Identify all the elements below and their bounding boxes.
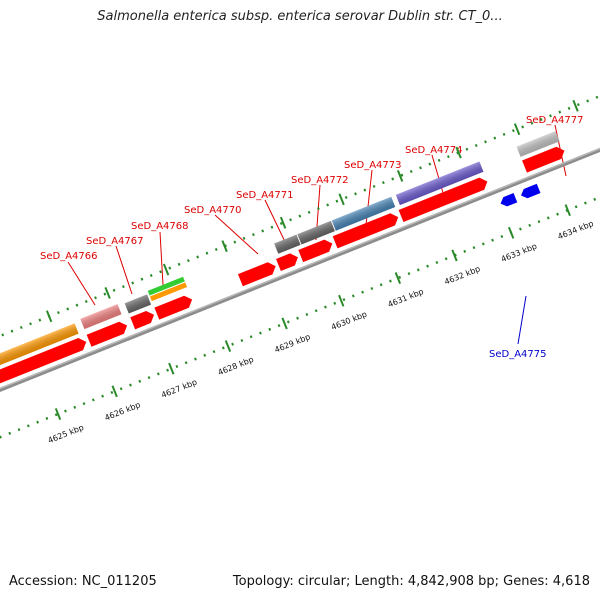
- genome-summary: Topology: circular; Length: 4,842,908 bp…: [232, 574, 590, 589]
- kbp-label-4631: 4631 kbp: [387, 287, 425, 309]
- kbp-label-4629: 4629 kbp: [273, 332, 311, 354]
- reverse-cds-arrow[interactable]: [519, 183, 541, 200]
- accession-label: Accession: NC_011205: [9, 574, 157, 589]
- cds-arrow[interactable]: [130, 309, 156, 330]
- cds-arrow[interactable]: [154, 293, 194, 320]
- cds-arrow[interactable]: [276, 251, 300, 272]
- feature-sed-a4769-b[interactable]: [149, 282, 188, 302]
- callout-line-sed-a4770: [214, 214, 259, 255]
- callout-line-sed-a4775: [517, 295, 527, 345]
- callout-line-sed-a4768: [159, 231, 164, 286]
- cds-arrow[interactable]: [86, 319, 130, 347]
- upper-tick-track: [0, 85, 600, 352]
- kbp-label-4627: 4627 kbp: [160, 378, 198, 400]
- cds-arrow[interactable]: [0, 336, 89, 391]
- cds-arrow[interactable]: [237, 260, 278, 287]
- reverse-cds-track: [499, 183, 541, 208]
- kbp-label-4633: 4633 kbp: [500, 242, 538, 264]
- cds-arrow[interactable]: [298, 237, 334, 263]
- gene-label-sed-a4777: SeD_A4777: [526, 115, 584, 126]
- kbp-label-4632: 4632 kbp: [443, 264, 481, 286]
- gene-label-sed-a4775: SeD_A4775: [489, 349, 547, 360]
- genome-title: Salmonella enterica subsp. enterica sero…: [97, 9, 503, 24]
- kbp-label-4626: 4626 kbp: [103, 400, 141, 422]
- feature-sed-a4769-a[interactable]: [147, 276, 185, 296]
- callout-line-sed-a4767: [115, 245, 133, 295]
- upper-major-ticks: [45, 99, 579, 323]
- cds-arrow[interactable]: [398, 175, 490, 223]
- lower-tick-track: [0, 172, 600, 439]
- gene-label-sed-a4771: SeD_A4771: [236, 190, 294, 201]
- callout-line-sed-a4766: [67, 261, 96, 306]
- cds-arrow[interactable]: [522, 145, 567, 173]
- kbp-label-4625: 4625 kbp: [47, 423, 85, 445]
- gene-label-sed-a4768: SeD_A4768: [131, 221, 189, 232]
- gene-label-sed-a4772: SeD_A4772: [291, 175, 349, 186]
- gene-label-sed-a4766: SeD_A4766: [40, 251, 98, 262]
- reverse-cds-arrow[interactable]: [499, 193, 518, 208]
- cds-arrow[interactable]: [332, 211, 401, 249]
- feature-shading: [0, 131, 560, 376]
- kbp-label-4634: 4634 kbp: [556, 219, 594, 241]
- genome-backbone: [0, 131, 600, 403]
- kbp-label-4628: 4628 kbp: [217, 355, 255, 377]
- forward-cds-track: [0, 145, 567, 391]
- gene-label-sed-a4770: SeD_A4770: [184, 205, 242, 216]
- gene-label-sed-a4773: SeD_A4773: [344, 160, 402, 171]
- gene-label-sed-a4774: SeD_A4774: [405, 145, 463, 156]
- gene-label-sed-a4767: SeD_A4767: [86, 236, 144, 247]
- kbp-label-4630: 4630 kbp: [330, 310, 368, 332]
- lower-major-ticks: [54, 204, 571, 420]
